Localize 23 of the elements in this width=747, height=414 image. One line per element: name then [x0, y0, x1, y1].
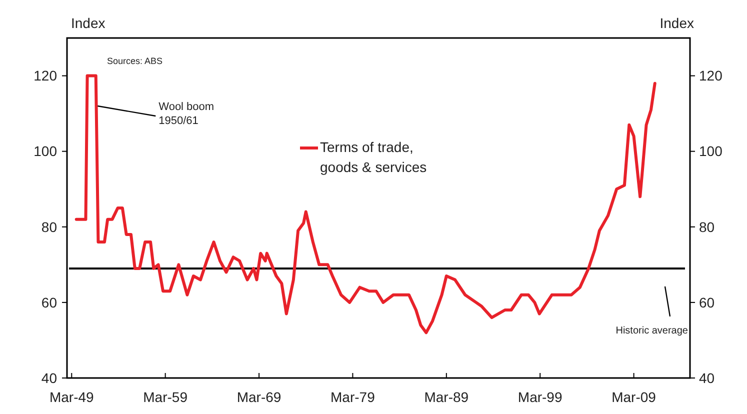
- ref-line-label: Historic average: [616, 325, 688, 336]
- y-tick-label: 100: [34, 143, 58, 160]
- y-tick-label: 60: [41, 294, 58, 310]
- x-tick-label: Mar-49: [49, 389, 94, 405]
- y2-tick-label: 60: [699, 294, 715, 310]
- y2-axis-title: Index: [660, 15, 694, 31]
- x-tick-label: Mar-99: [518, 389, 562, 405]
- x-tick-label: Mar-09: [612, 389, 656, 405]
- y2-tick-label: 80: [699, 218, 715, 235]
- y-tick-label: 80: [41, 218, 58, 235]
- y-tick-label: 40: [41, 370, 58, 386]
- y2-tick-label: 120: [699, 68, 723, 84]
- x-tick-label: Mar-89: [424, 389, 469, 405]
- y-tick-label: 120: [34, 68, 58, 84]
- y2-tick-label: 100: [699, 143, 723, 160]
- x-tick-label: Mar-79: [330, 389, 376, 405]
- annotation: Sources: ABS: [107, 56, 163, 66]
- y2-tick-label: 40: [699, 370, 715, 386]
- legend-label: Terms of trade, goods & services: [320, 139, 427, 175]
- x-tick-label: Mar-69: [236, 389, 282, 405]
- annotation: Wool boom 1950/61: [158, 101, 214, 127]
- x-tick-label: Mar-59: [143, 389, 188, 405]
- y-axis-title: Index: [71, 15, 106, 31]
